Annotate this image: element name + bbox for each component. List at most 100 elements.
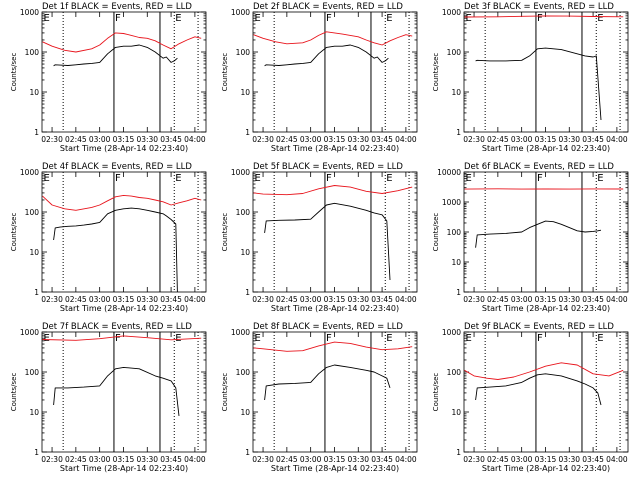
x-tick-label: 02:30 [252, 135, 274, 144]
y-tick-label: 1000 [20, 8, 39, 17]
y-tick-label: 1000 [442, 8, 461, 17]
x-tick-label: 02:45 [487, 295, 509, 304]
series-line-lld [464, 15, 624, 18]
flag-label: F [537, 333, 543, 344]
y-tick-label: 1 [456, 288, 461, 297]
flag-label: E [597, 13, 603, 24]
y-tick-label: 10000 [437, 168, 461, 177]
y-tick-label: 1 [456, 128, 461, 137]
x-tick-label: 03:00 [89, 135, 111, 144]
x-tick-label: 02:45 [487, 135, 509, 144]
chart-title: Det 1f BLACK = Events, RED = LLD [42, 2, 192, 12]
x-tick-label: 03:45 [160, 455, 182, 464]
flag-label: E [255, 173, 261, 184]
y-tick-label: 100 [447, 368, 462, 377]
x-tick-label: 03:45 [582, 455, 604, 464]
x-axis-label: Start Time (28-Apr-14 02:23:40) [271, 144, 399, 153]
flag-label: F [326, 173, 332, 184]
y-axis-label: Counts/sec [10, 373, 18, 412]
x-tick-label: 03:15 [113, 455, 135, 464]
flag-label: F [326, 333, 332, 344]
flag-label: E [44, 173, 50, 184]
x-tick-label: 03:00 [511, 455, 533, 464]
chart-title: Det 8f BLACK = Events, RED = LLD [253, 322, 403, 332]
x-tick-label: 03:45 [371, 455, 393, 464]
x-tick-label: 02:30 [41, 295, 63, 304]
x-tick-label: 03:15 [113, 295, 135, 304]
x-tick-label: 03:15 [535, 455, 557, 464]
x-tick-label: 02:45 [276, 455, 298, 464]
y-axis-label: Counts/sec [221, 213, 229, 252]
x-tick-label: 02:30 [463, 455, 485, 464]
y-axis-label: Counts/sec [432, 213, 440, 252]
flag-label: E [466, 333, 472, 344]
y-axis-label: Counts/sec [432, 373, 440, 412]
y-tick-label: 1000 [20, 328, 39, 337]
plot-frame [252, 331, 418, 453]
flag-label: E [597, 173, 603, 184]
x-tick-label: 04:00 [606, 455, 628, 464]
x-tick-label: 03:45 [160, 295, 182, 304]
x-tick-label: 02:30 [252, 455, 274, 464]
flag-label: F [115, 13, 121, 24]
x-tick-label: 03:15 [113, 135, 135, 144]
x-tick-label: 04:00 [184, 455, 206, 464]
y-tick-label: 10 [240, 248, 250, 257]
x-axis-label: Start Time (28-Apr-14 02:23:40) [482, 464, 610, 473]
y-tick-label: 10 [451, 88, 461, 97]
y-tick-label: 1 [34, 128, 39, 137]
x-tick-label: 04:00 [184, 295, 206, 304]
x-tick-label: 03:45 [371, 295, 393, 304]
x-tick-label: 03:45 [371, 135, 393, 144]
flag-label: F [537, 13, 543, 24]
x-tick-label: 04:00 [395, 135, 417, 144]
flag-label: E [175, 173, 181, 184]
flag-label: E [44, 13, 50, 24]
chart-title: Det 7f BLACK = Events, RED = LLD [42, 322, 192, 332]
x-axis-label: Start Time (28-Apr-14 02:23:40) [60, 304, 188, 313]
series-line-events [53, 366, 180, 416]
x-tick-label: 03:30 [558, 295, 580, 304]
series-line-lld [42, 335, 202, 341]
y-axis-label: Counts/sec [432, 53, 440, 92]
x-axis-label: Start Time (28-Apr-14 02:23:40) [60, 464, 188, 473]
x-axis-label: Start Time (28-Apr-14 02:23:40) [271, 464, 399, 473]
y-tick-label: 10 [240, 408, 250, 417]
flag-label: E [466, 173, 472, 184]
series-line-lld [42, 194, 202, 211]
x-tick-label: 03:45 [160, 135, 182, 144]
flag-label: E [597, 333, 603, 344]
plot-frame [252, 171, 418, 293]
chart-title: Det 5f BLACK = Events, RED = LLD [253, 162, 403, 172]
y-tick-label: 1000 [20, 168, 39, 177]
x-tick-label: 03:00 [300, 295, 322, 304]
y-tick-label: 100 [25, 48, 40, 57]
x-tick-label: 03:15 [324, 135, 346, 144]
x-tick-label: 03:00 [89, 295, 111, 304]
x-tick-label: 03:30 [347, 455, 369, 464]
x-tick-label: 02:45 [65, 455, 87, 464]
y-tick-label: 100 [236, 208, 251, 217]
x-tick-label: 02:45 [65, 295, 87, 304]
y-tick-label: 1000 [231, 168, 250, 177]
x-tick-label: 02:45 [276, 295, 298, 304]
flag-label: E [386, 333, 392, 344]
plot-frame [41, 331, 207, 453]
x-axis-label: Start Time (28-Apr-14 02:23:40) [482, 144, 610, 153]
series-line-lld [464, 362, 624, 380]
x-tick-label: 03:30 [136, 455, 158, 464]
series-line-lld [253, 341, 413, 352]
flag-label: E [175, 333, 181, 344]
y-tick-label: 1000 [442, 198, 461, 207]
x-tick-label: 03:30 [347, 295, 369, 304]
y-axis-label: Counts/sec [10, 53, 18, 92]
flag-label: E [255, 13, 261, 24]
x-tick-label: 03:30 [558, 455, 580, 464]
